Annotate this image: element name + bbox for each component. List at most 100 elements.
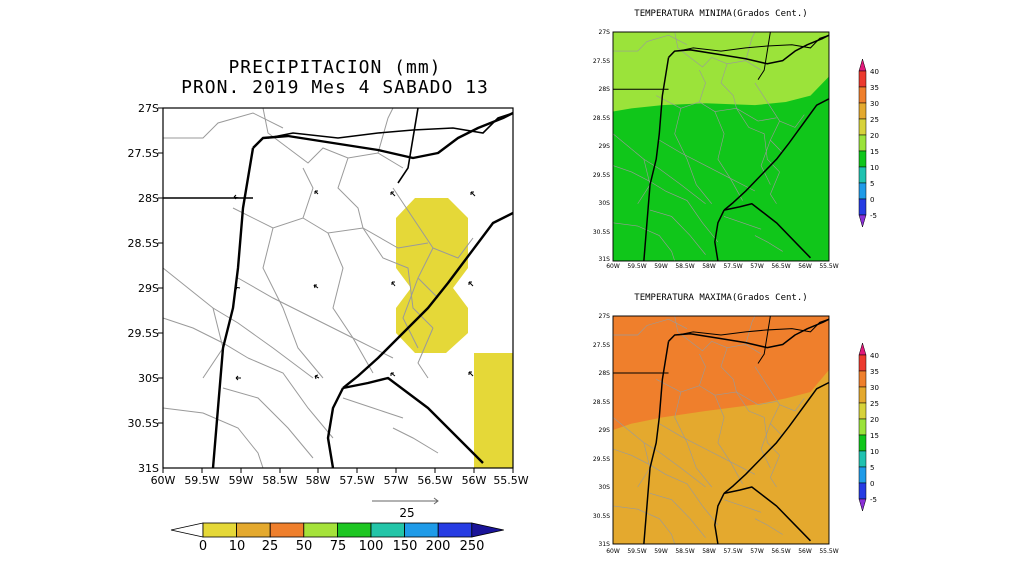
- tmax-cb-6: 10: [870, 448, 879, 456]
- tmin-upper-shade: [613, 32, 829, 112]
- tmin-lon-2: 59W: [654, 263, 668, 270]
- tmin-colorbar-bottom-arrow: [858, 214, 867, 228]
- precip-lon-1: 59.5W: [184, 474, 219, 487]
- tmax-cb-9: -5: [870, 496, 877, 504]
- tmax-cb-2: 30: [870, 384, 879, 392]
- precip-cb-label-1: 10: [229, 539, 246, 554]
- tmax-colorbar-swatch: [858, 418, 867, 436]
- tmax-colorbar-swatch: [858, 466, 867, 484]
- tmin-colorbar-top-arrow: [858, 58, 867, 72]
- precip-title-line2: PRON. 2019 Mes 4 SABADO 13: [181, 77, 489, 98]
- tmin-cb-1: 35: [870, 84, 879, 92]
- tmax-lon-2: 59W: [654, 548, 668, 555]
- tmax-map: [612, 315, 830, 545]
- tmin-lat-6: 30S: [599, 200, 611, 207]
- tmin-colorbar-swatch: [858, 182, 867, 200]
- tmin-lat-8: 31S: [599, 256, 611, 263]
- tmax-lat-6: 30S: [599, 484, 611, 491]
- precip-cb-swatch: [437, 522, 473, 538]
- tmax-lat-8: 31S: [599, 541, 611, 548]
- tmin-lon-labels: 60W 59.5W 59W 58.5W 58W 57.5W 57W 56.5W …: [606, 263, 839, 270]
- precip-lon-9: 55.5W: [493, 474, 528, 487]
- tmin-colorbar-swatch: [858, 102, 867, 120]
- tmin-colorbar-swatch: [858, 166, 867, 184]
- tmax-upper-shade: [613, 316, 829, 430]
- precip-shade-a: [396, 198, 468, 353]
- tmin-colorbar: [858, 58, 867, 228]
- precip-cb-label-0: 0: [199, 539, 207, 554]
- tmin-colorbar-swatch: [858, 198, 867, 216]
- precip-lat-3: 28.5S: [128, 237, 159, 250]
- precip-lon-7: 56.5W: [417, 474, 452, 487]
- precip-lon-labels: 60W 59.5W 59W 58.5W 58W 57.5W 57W 56.5W …: [151, 474, 529, 487]
- precip-ticks: [158, 107, 514, 473]
- tmax-lat-labels: 27S 27.5S 28S 28.5S 29S 29.5S 30S 30.5S …: [593, 313, 610, 548]
- tmax-lon-1: 59.5W: [627, 548, 646, 555]
- tmax-colorbar-top-arrow: [858, 342, 867, 356]
- tmax-lat-1: 27.5S: [593, 342, 610, 349]
- tmax-colorbar-bottom-arrow: [858, 498, 867, 512]
- wind-vectors: [233, 190, 476, 381]
- precip-cb-label-2: 25: [262, 539, 279, 554]
- tmin-lon-7: 56.5W: [771, 263, 790, 270]
- precip-lon-0: 60W: [151, 474, 176, 487]
- precip-lat-1: 27.5S: [128, 147, 159, 160]
- precip-cb-label-4: 75: [330, 539, 347, 554]
- tmin-colorbar-swatch: [858, 118, 867, 136]
- precip-lat-labels: 27S 27.5S 28S 28.5S 29S 29.5S 30S 30.5S …: [128, 102, 159, 475]
- precip-cb-swatch: [404, 522, 439, 538]
- tmin-lon-5: 57.5W: [723, 263, 742, 270]
- tmax-colorbar-labels: 40 35 30 25 20 15 10 5 0 -5: [870, 352, 879, 504]
- tmax-lon-7: 56.5W: [771, 548, 790, 555]
- tmin-lon-1: 59.5W: [627, 263, 646, 270]
- tmax-colorbar-swatch: [858, 386, 867, 404]
- precip-cb-label-3: 50: [296, 539, 313, 554]
- tmin-lon-6: 57W: [750, 263, 764, 270]
- tmax-lon-6: 57W: [750, 548, 764, 555]
- tmin-colorbar-labels: 40 35 30 25 20 15 10 5 0 -5: [870, 68, 879, 220]
- precip-lat-5: 29.5S: [128, 327, 159, 340]
- precip-colorbar: [170, 522, 504, 538]
- tmax-cb-8: 0: [870, 480, 874, 488]
- tmax-lat-5: 29.5S: [593, 456, 610, 463]
- tmax-lat-0: 27S: [599, 313, 611, 320]
- tmin-cb-0: 40: [870, 68, 879, 76]
- tmin-colorbar-swatch: [858, 134, 867, 152]
- vector-reference: 25: [372, 497, 439, 520]
- precip-lat-2: 28S: [138, 192, 159, 205]
- tmax-cb-4: 20: [870, 416, 879, 424]
- precip-cb-right-arrow: [471, 522, 504, 538]
- precip-colorbar-labels: 0 10 25 50 75 100 150 200 250: [199, 539, 485, 554]
- tmin-lat-0: 27S: [599, 29, 611, 36]
- tmin-lat-labels: 27S 27.5S 28S 28.5S 29S 29.5S 30S 30.5S …: [593, 29, 610, 263]
- precip-cb-label-7: 200: [426, 539, 451, 554]
- precip-map: [161, 106, 515, 470]
- tmax-cb-0: 40: [870, 352, 879, 360]
- precip-lon-4: 58W: [306, 474, 331, 487]
- tmax-title: TEMPERATURA MAXIMA(Grados Cent.): [634, 293, 807, 303]
- tmax-colorbar-swatch: [858, 354, 867, 372]
- precip-cb-label-8: 250: [460, 539, 485, 554]
- precip-title-line1: PRECIPITACION (mm): [228, 57, 442, 78]
- tmin-cb-3: 25: [870, 116, 879, 124]
- precip-lat-8: 31S: [138, 462, 159, 475]
- tmax-lon-5: 57.5W: [723, 548, 742, 555]
- tmin-lon-4: 58W: [702, 263, 716, 270]
- precip-shade-b: [474, 353, 513, 468]
- tmax-colorbar-swatch: [858, 402, 867, 420]
- precip-lon-2: 59W: [229, 474, 254, 487]
- tmin-lat-2: 28S: [599, 86, 611, 93]
- precip-lon-5: 57.5W: [339, 474, 374, 487]
- tmax-colorbar-swatch: [858, 370, 867, 388]
- tmin-colorbar-swatch: [858, 150, 867, 168]
- tmax-lat-2: 28S: [599, 370, 611, 377]
- tmax-lat-3: 28.5S: [593, 399, 610, 406]
- tmin-title: TEMPERATURA MINIMA(Grados Cent.): [634, 9, 807, 19]
- tmin-lat-3: 28.5S: [593, 115, 610, 122]
- tmin-lon-8: 56W: [798, 263, 812, 270]
- tmin-cb-2: 30: [870, 100, 879, 108]
- tmax-lon-9: 55.5W: [819, 548, 838, 555]
- tmin-lat-5: 29.5S: [593, 172, 610, 179]
